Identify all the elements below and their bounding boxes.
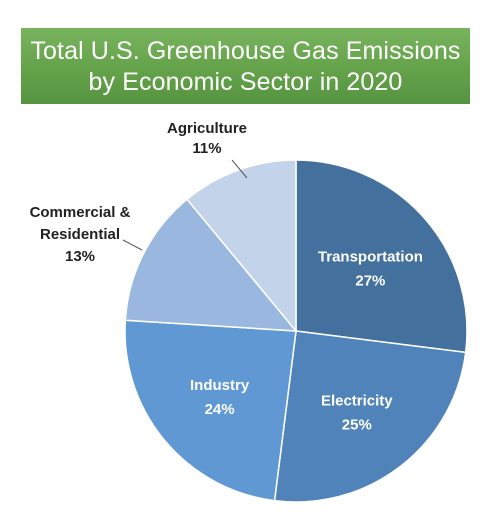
leader-line-commercial-residential [122, 239, 143, 251]
slice-label-agriculture: Agriculture [167, 120, 247, 137]
slice-label-commercial-residential-line-1: Commercial & [30, 204, 131, 221]
slice-value-industry: 24% [205, 401, 235, 418]
pie-slice-industry [124, 319, 297, 502]
slice-label-commercial-residential-line-2: Residential [40, 226, 120, 243]
pie-slice-transportation [295, 159, 468, 354]
pie-slice-commercial-residential [124, 198, 298, 332]
pie-slice-agriculture [185, 159, 297, 334]
slice-value-electricity: 25% [342, 416, 372, 433]
pie-slice-electricity [273, 330, 467, 503]
chart-title-line-2: by Economic Sector in 2020 [88, 68, 403, 96]
slice-label-transportation: Transportation [318, 248, 423, 265]
leader-line-agriculture [231, 159, 248, 179]
slice-label-industry: Industry [190, 377, 250, 394]
slice-value-transportation: 27% [355, 272, 385, 289]
slice-value-commercial-residential: 13% [65, 248, 95, 265]
chart-title-line-1: Total U.S. Greenhouse Gas Emissions [30, 37, 461, 65]
slice-value-agriculture: 11% [192, 140, 221, 157]
chart-title-banner: Total U.S. Greenhouse Gas Emissions by E… [21, 28, 470, 104]
slice-label-electricity: Electricity [321, 392, 393, 409]
